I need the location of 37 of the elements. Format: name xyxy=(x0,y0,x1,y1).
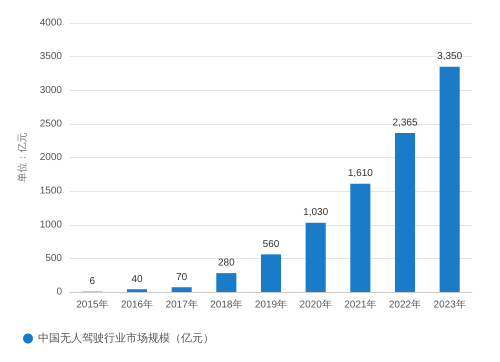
bar xyxy=(440,66,460,292)
x-tick-label: 2021年 xyxy=(344,298,376,310)
data-label: 3,350 xyxy=(437,51,463,62)
bar xyxy=(126,289,148,292)
y-tick-label: 1000 xyxy=(40,219,62,230)
bar xyxy=(216,273,236,292)
data-label: 70 xyxy=(176,272,188,283)
y-axis-title: 单位：亿元 xyxy=(16,132,28,182)
data-label: 40 xyxy=(131,274,143,285)
x-tick-label: 2018年 xyxy=(210,298,242,310)
y-tick-label: 4000 xyxy=(40,18,62,28)
y-tick-label: 500 xyxy=(45,252,62,264)
bar xyxy=(394,132,416,292)
legend-label: 中国无人驾驶行业市场规模（亿元） xyxy=(38,332,214,344)
x-tick-label: 2023年 xyxy=(434,298,466,310)
x-tick-label: 2017年 xyxy=(166,298,198,310)
data-label: 2,365 xyxy=(392,117,418,128)
data-label: 560 xyxy=(262,238,280,250)
bar xyxy=(306,222,326,292)
data-label: 1,610 xyxy=(348,168,374,180)
x-tick-label: 2020年 xyxy=(300,298,332,310)
data-label: 280 xyxy=(218,258,236,269)
y-tick-label: 1500 xyxy=(40,186,62,197)
x-tick-label: 2022年 xyxy=(388,298,422,310)
x-tick-label: 2016年 xyxy=(120,298,154,310)
bar xyxy=(172,287,192,292)
bar xyxy=(350,184,370,292)
data-label: 6 xyxy=(90,276,96,288)
y-tick-label: 2500 xyxy=(40,118,62,130)
y-tick-label: 0 xyxy=(56,286,62,298)
data-label: 1,030 xyxy=(303,207,329,218)
y-tick-label: 3500 xyxy=(40,51,62,62)
bar xyxy=(260,254,282,292)
y-tick-label: 2000 xyxy=(40,152,62,163)
y-tick-label: 3000 xyxy=(40,84,62,96)
x-tick-label: 2015年 xyxy=(76,298,108,310)
x-tick-label: 2019年 xyxy=(254,298,288,310)
